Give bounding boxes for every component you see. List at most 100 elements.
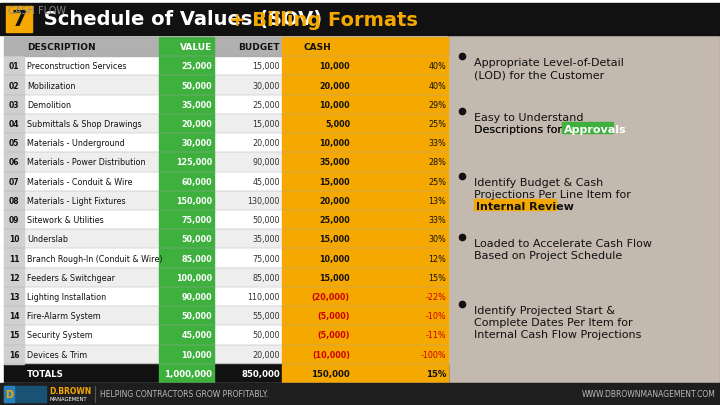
Bar xyxy=(4,76,448,96)
Bar xyxy=(282,345,448,364)
Bar xyxy=(6,7,32,33)
Text: D.BROWN: D.BROWN xyxy=(49,386,91,396)
Text: -22%: -22% xyxy=(425,292,446,301)
Text: Easy to Understand: Easy to Understand xyxy=(474,113,583,123)
Bar xyxy=(4,326,448,345)
Bar xyxy=(4,268,448,287)
Text: Preconstruction Services: Preconstruction Services xyxy=(27,62,127,71)
Text: 850,000: 850,000 xyxy=(241,369,280,378)
Bar xyxy=(4,96,448,115)
Text: 15,000: 15,000 xyxy=(320,177,350,186)
Text: (5,000): (5,000) xyxy=(318,330,350,340)
Bar xyxy=(4,57,24,76)
Text: 01: 01 xyxy=(9,62,19,71)
Text: Branch Rough-In (Conduit & Wire): Branch Rough-In (Conduit & Wire) xyxy=(27,254,163,263)
Text: Materials - Power Distribution: Materials - Power Distribution xyxy=(27,158,145,167)
Bar xyxy=(4,211,24,230)
Text: -100%: -100% xyxy=(420,350,446,359)
Text: + Billing Formats: + Billing Formats xyxy=(229,11,418,30)
Bar xyxy=(4,230,448,249)
Text: 30%: 30% xyxy=(428,235,446,244)
Text: 10,000: 10,000 xyxy=(320,100,350,109)
Bar xyxy=(4,134,448,153)
Text: 15,000: 15,000 xyxy=(253,120,280,129)
Text: 15%: 15% xyxy=(426,369,446,378)
Bar xyxy=(159,191,214,211)
Text: 30,000: 30,000 xyxy=(181,139,212,148)
Bar xyxy=(448,22,720,383)
Bar xyxy=(0,4,720,36)
Text: -10%: -10% xyxy=(426,311,446,320)
Bar xyxy=(159,153,214,172)
Text: 15,000: 15,000 xyxy=(253,62,280,71)
Text: 15,000: 15,000 xyxy=(320,273,350,282)
Bar xyxy=(282,191,448,211)
Bar xyxy=(4,172,24,191)
Text: 50,000: 50,000 xyxy=(253,215,280,224)
Bar xyxy=(4,96,24,115)
Bar xyxy=(282,153,448,172)
Text: 10,000: 10,000 xyxy=(320,139,350,148)
Text: 150,000: 150,000 xyxy=(176,196,212,205)
Text: 13%: 13% xyxy=(428,196,446,205)
Text: 09: 09 xyxy=(9,215,19,224)
Text: Schedule of Values (SOV): Schedule of Values (SOV) xyxy=(37,11,329,30)
Bar xyxy=(4,268,24,287)
Bar xyxy=(4,115,24,134)
Text: 20,000: 20,000 xyxy=(319,196,350,205)
Text: Approvals: Approvals xyxy=(564,125,627,135)
Text: 15%: 15% xyxy=(428,273,446,282)
Bar xyxy=(282,57,448,76)
Bar xyxy=(4,191,448,211)
Text: 40%: 40% xyxy=(428,62,446,71)
Text: (20,000): (20,000) xyxy=(312,292,350,301)
Text: Security System: Security System xyxy=(27,330,93,340)
Text: Sitework & Utilities: Sitework & Utilities xyxy=(27,215,104,224)
Text: 85,000: 85,000 xyxy=(253,273,280,282)
Bar xyxy=(159,134,214,153)
Text: Fire-Alarm System: Fire-Alarm System xyxy=(27,311,101,320)
Text: 02: 02 xyxy=(9,81,19,90)
Text: 85,000: 85,000 xyxy=(181,254,212,263)
Bar xyxy=(4,345,24,364)
Bar xyxy=(4,306,24,326)
Text: Descriptions for: Descriptions for xyxy=(474,125,565,135)
Bar xyxy=(282,96,448,115)
Bar xyxy=(448,22,720,383)
Bar xyxy=(159,96,214,115)
Text: 75,000: 75,000 xyxy=(181,215,212,224)
Text: 50,000: 50,000 xyxy=(181,311,212,320)
Text: 10,000: 10,000 xyxy=(181,350,212,359)
Bar xyxy=(159,115,214,134)
Bar xyxy=(159,249,214,268)
Text: 35,000: 35,000 xyxy=(181,100,212,109)
Text: Descriptions for: Descriptions for xyxy=(474,125,565,135)
Text: 28%: 28% xyxy=(428,158,446,167)
Text: Based on Project Schedule: Based on Project Schedule xyxy=(474,250,622,260)
Bar xyxy=(4,153,448,172)
Text: 1,000,000: 1,000,000 xyxy=(164,369,212,378)
Bar xyxy=(282,326,448,345)
Text: 30,000: 30,000 xyxy=(253,81,280,90)
Text: Appropriate Level-of-Detail: Appropriate Level-of-Detail xyxy=(474,58,624,68)
Text: -11%: -11% xyxy=(426,330,446,340)
Text: 90,000: 90,000 xyxy=(181,292,212,301)
Text: 11: 11 xyxy=(9,254,19,263)
Text: 150,000: 150,000 xyxy=(311,369,350,378)
Text: 20,000: 20,000 xyxy=(253,139,280,148)
Bar xyxy=(282,115,448,134)
Text: Feeders & Switchgear: Feeders & Switchgear xyxy=(27,273,115,282)
Bar xyxy=(4,76,24,96)
Text: Demolition: Demolition xyxy=(27,100,71,109)
Bar xyxy=(4,306,448,326)
Bar xyxy=(4,134,24,153)
Bar xyxy=(159,326,214,345)
Text: 20,000: 20,000 xyxy=(319,81,350,90)
Bar xyxy=(4,249,24,268)
Text: Materials - Conduit & Wire: Materials - Conduit & Wire xyxy=(27,177,132,186)
Text: MANAGEMENT: MANAGEMENT xyxy=(49,396,86,401)
Bar xyxy=(159,364,214,383)
Text: 04: 04 xyxy=(9,120,19,129)
Bar xyxy=(159,172,214,191)
Text: 110,000: 110,000 xyxy=(248,292,280,301)
